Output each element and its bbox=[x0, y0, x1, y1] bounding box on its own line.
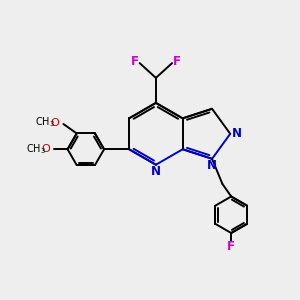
Text: O: O bbox=[51, 118, 60, 128]
Text: N: N bbox=[207, 159, 218, 172]
Text: N: N bbox=[151, 165, 161, 178]
Text: F: F bbox=[227, 240, 235, 253]
Text: CH$_3$: CH$_3$ bbox=[35, 116, 55, 130]
Text: F: F bbox=[131, 55, 139, 68]
Text: F: F bbox=[172, 55, 181, 68]
Text: N: N bbox=[232, 127, 242, 140]
Text: CH$_3$: CH$_3$ bbox=[26, 142, 46, 156]
Text: O: O bbox=[42, 144, 50, 154]
